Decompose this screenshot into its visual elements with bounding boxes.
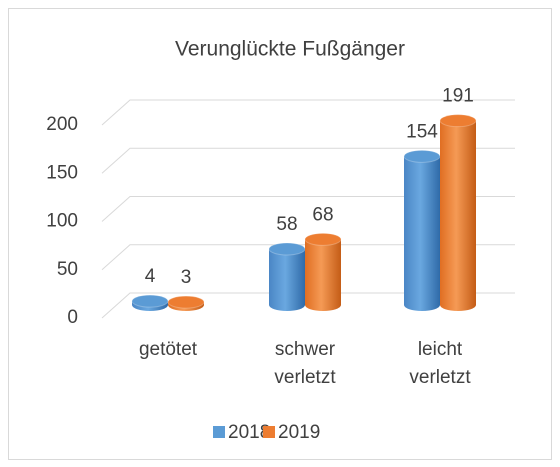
- y-tick-label: 0: [67, 307, 78, 328]
- bar: [269, 249, 305, 305]
- bar-top: [304, 232, 342, 246]
- bar: [404, 156, 440, 305]
- bar-top: [268, 242, 306, 256]
- grid-line: [101, 147, 515, 174]
- legend-label: 2019: [278, 422, 320, 443]
- grid-line: [101, 292, 515, 319]
- y-tick-label: 200: [46, 114, 78, 135]
- chart-title: Verunglückte Fußgänger: [175, 38, 405, 61]
- bar-top: [403, 149, 441, 163]
- x-tick-label: schwer verletzt: [274, 339, 336, 388]
- legend-swatch: [263, 426, 275, 438]
- data-label: 191: [442, 86, 474, 107]
- y-tick-label: 150: [46, 162, 78, 183]
- bar: [305, 239, 341, 305]
- data-label: 3: [181, 267, 192, 288]
- legend-label: 2018: [228, 422, 270, 443]
- legend-swatch: [213, 426, 225, 438]
- y-tick-label: 50: [57, 259, 78, 280]
- grid-line: [101, 99, 515, 126]
- y-tick-label: 100: [46, 211, 78, 232]
- grid-line: [101, 196, 515, 222]
- grid-line: [101, 244, 515, 271]
- x-tick-label: getötet: [138, 339, 198, 360]
- data-label: 58: [276, 214, 297, 235]
- x-tick-label: leicht verletzt: [409, 339, 471, 388]
- bar-top: [439, 114, 477, 128]
- bar-top: [167, 295, 205, 309]
- bar: [440, 120, 476, 305]
- data-label: 68: [312, 204, 333, 225]
- data-label: 4: [145, 266, 156, 287]
- data-label: 154: [406, 121, 438, 142]
- bar-top: [131, 294, 169, 308]
